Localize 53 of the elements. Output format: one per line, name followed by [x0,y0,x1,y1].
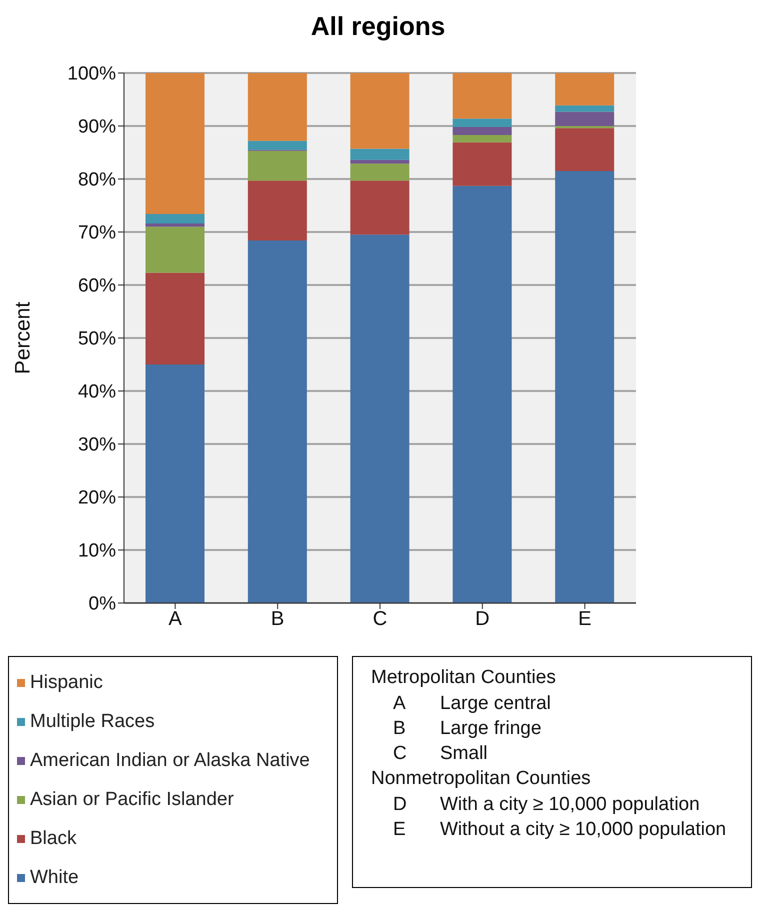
bar [248,140,307,150]
bar [146,73,205,214]
x-tick-label: D [475,608,490,630]
legend-label: White [30,866,79,888]
bar [146,226,205,273]
y-tick-label: 60% [78,276,116,297]
bar [350,180,410,235]
y-tick-label: 30% [78,434,116,456]
bar [555,112,614,126]
bar [350,148,410,160]
bar [452,73,512,119]
bar [452,127,512,136]
legend-label: Hispanic [30,672,103,694]
legend-label: Black [30,828,76,850]
bar [146,364,205,603]
bar [555,105,614,112]
bar [452,135,512,142]
y-tick-label: 40% [78,382,116,403]
bar [555,128,614,172]
x-tick-label: A [168,608,183,630]
bar [350,234,410,603]
legend-label: Multiple Races [30,710,155,732]
x-tick-label: C [372,608,388,630]
y-tick-label: 0% [88,594,116,615]
bar [146,214,205,224]
x-tick-label: B [270,608,284,630]
y-tick-label: 20% [78,488,116,509]
y-tick-label: 100% [67,64,116,85]
bar [555,73,614,106]
y-tick-label: 70% [78,222,116,244]
y-tick-label: 50% [78,328,116,350]
y-tick-label: 90% [78,116,116,138]
y-axis-title: Percent [11,302,34,374]
bar [248,240,307,603]
bar [146,272,205,364]
legend-label: Asian or Pacific Islander [30,788,234,810]
y-tick-label: 80% [78,170,116,191]
bar [248,73,307,141]
category-key-box: Metropolitan Counties A Large central B Large fringe C Small Nonmetropolitan Counties D With a city ≥ 10,000 population E Without a city ≥ 10,000 population [352,656,752,888]
x-tick-label: E [578,608,592,630]
bar [350,164,410,181]
chart-title: All regions [310,10,446,43]
y-tick-label: 10% [78,540,116,562]
bar [350,160,410,164]
bar [248,150,307,181]
bar [555,171,614,603]
bar [452,118,512,128]
bar [248,180,307,240]
bar [452,186,512,603]
legend-label: American Indian or Alaska Native [30,750,310,772]
bar [146,224,205,227]
bar [350,73,410,149]
bar [452,142,512,186]
